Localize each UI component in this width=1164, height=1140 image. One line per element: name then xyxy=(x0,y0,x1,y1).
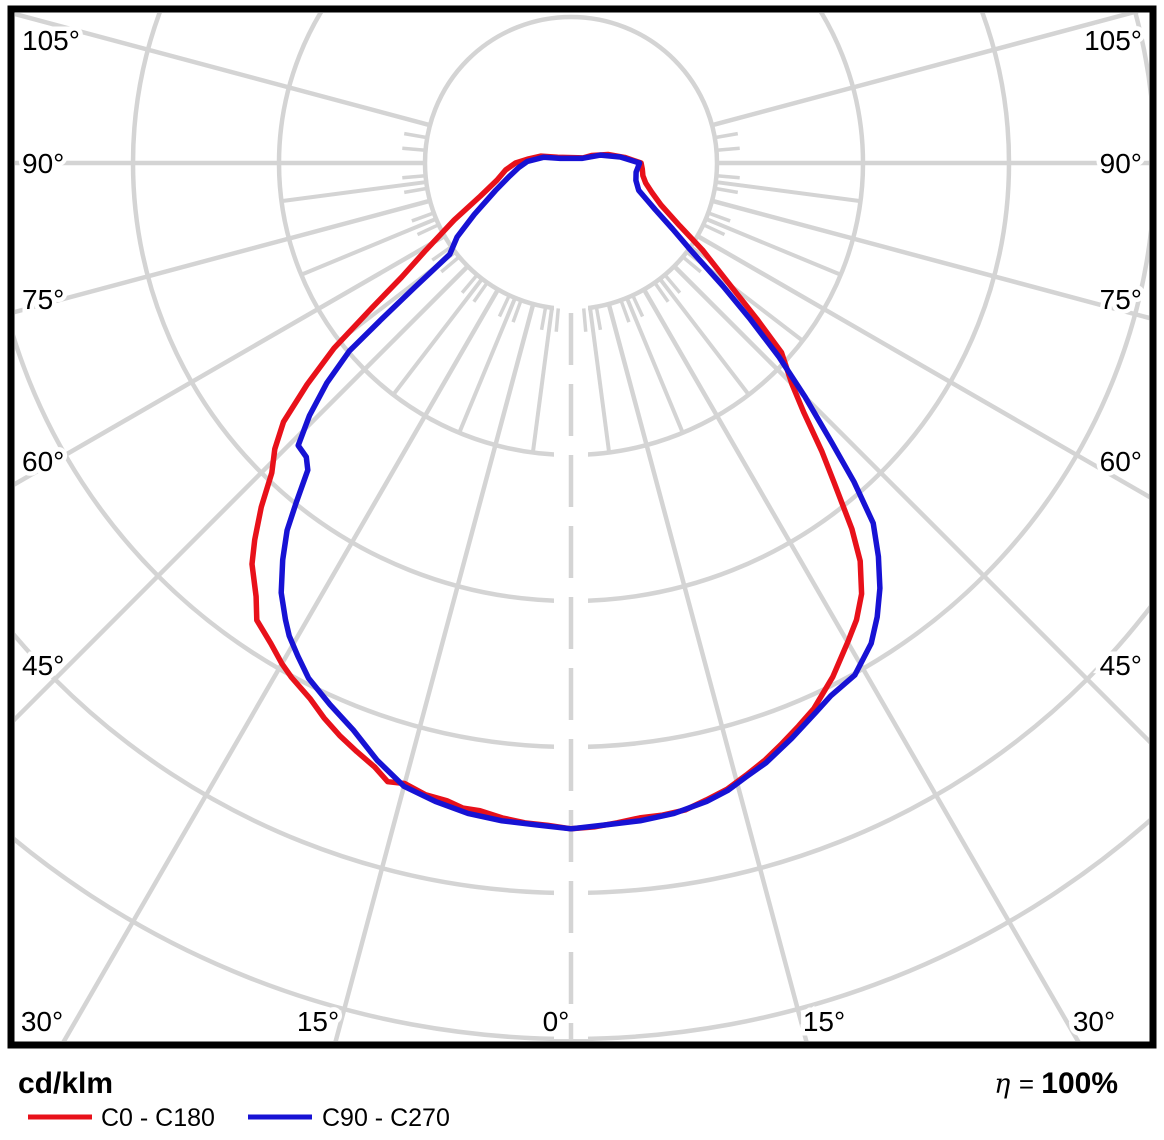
efficiency-label: η = 100% xyxy=(994,1067,1118,1100)
grid-radial-minor xyxy=(457,297,517,434)
grid-tick-5deg xyxy=(714,131,739,140)
angle-label-left: 105° xyxy=(22,25,80,56)
grid-radial-major xyxy=(711,198,1149,321)
angle-label-bottom: 0° xyxy=(543,1006,570,1037)
grid-radial-major xyxy=(15,13,431,128)
angle-label-bottom: 15° xyxy=(803,1006,845,1037)
grid-tick-5deg xyxy=(497,294,511,318)
grid-ring xyxy=(422,14,720,312)
grid-radial-major xyxy=(696,234,1149,500)
grid-tick-5deg xyxy=(440,255,461,274)
grid-tick-5deg xyxy=(416,223,440,237)
grid-radial-minor xyxy=(391,277,484,396)
grid-tick-5deg xyxy=(663,273,682,294)
angle-label-left: 45° xyxy=(22,650,64,681)
angle-label-right: 45° xyxy=(1100,650,1142,681)
grid-radial-major xyxy=(672,264,1149,745)
grid-tick-5deg xyxy=(594,306,603,331)
grid-tick-5deg xyxy=(716,173,740,180)
angle-label-right: 75° xyxy=(1100,284,1142,315)
grid-radial-minor xyxy=(530,307,554,453)
grid-tick-5deg xyxy=(619,299,631,323)
unit-label: cd/klm xyxy=(18,1067,113,1100)
grid-tick-5deg xyxy=(554,308,561,332)
grid-radial-minor xyxy=(715,180,861,204)
grid-tick-5deg xyxy=(539,306,548,331)
grid-radial-minor xyxy=(281,180,427,204)
grid-tick-5deg xyxy=(403,186,428,195)
grid-radial-major xyxy=(642,288,1081,1041)
grid-radial-major xyxy=(711,13,1140,128)
grid-tick-5deg xyxy=(681,255,702,274)
angle-label-left: 75° xyxy=(22,284,64,315)
angle-label-right: 60° xyxy=(1100,446,1142,477)
legend-label: C0 - C180 xyxy=(101,1104,215,1132)
grid-tick-5deg xyxy=(631,294,645,318)
grid-tick-5deg xyxy=(402,173,426,180)
grid-tick-5deg xyxy=(411,211,435,223)
grid-tick-5deg xyxy=(653,281,670,303)
angle-label-left: 90° xyxy=(22,148,64,179)
grid-tick-5deg xyxy=(707,211,731,223)
grid-tick-5deg xyxy=(402,146,426,153)
grid-tick-5deg xyxy=(460,273,479,294)
grid-tick-5deg xyxy=(431,245,453,262)
angle-label-bottom: 15° xyxy=(297,1006,339,1037)
angle-label-bottom: 30° xyxy=(21,1006,63,1037)
angle-label-right: 90° xyxy=(1100,148,1142,179)
angle-label-left: 60° xyxy=(22,446,64,477)
grid-radial-minor xyxy=(625,297,685,434)
grid-radial-major xyxy=(15,234,446,487)
grid-tick-5deg xyxy=(511,299,523,323)
grid-radial-major xyxy=(15,264,470,723)
grid-radial-major xyxy=(61,288,500,1041)
grid-tick-5deg xyxy=(403,131,428,140)
grid-tick-5deg xyxy=(581,308,588,332)
grid-radial-minor xyxy=(658,277,751,396)
plot-frame xyxy=(7,5,1157,1049)
grid-tick-5deg xyxy=(472,281,489,303)
grid-tick-5deg xyxy=(716,146,740,153)
grid-radial-major xyxy=(606,303,809,1041)
angle-label-bottom: 30° xyxy=(1073,1006,1115,1037)
grid-tick-5deg xyxy=(702,223,726,237)
grid-radial-major xyxy=(15,198,431,315)
grid-radial-minor xyxy=(300,217,437,277)
grid-tick-5deg xyxy=(714,186,739,195)
grid-radial-minor xyxy=(588,307,612,453)
grid-radial-major xyxy=(333,303,536,1041)
angle-label-right: 105° xyxy=(1084,25,1142,56)
grid-radial-minor xyxy=(705,217,842,277)
curve-c90-c270 xyxy=(278,152,883,832)
legend-label: C90 - C270 xyxy=(322,1104,450,1132)
